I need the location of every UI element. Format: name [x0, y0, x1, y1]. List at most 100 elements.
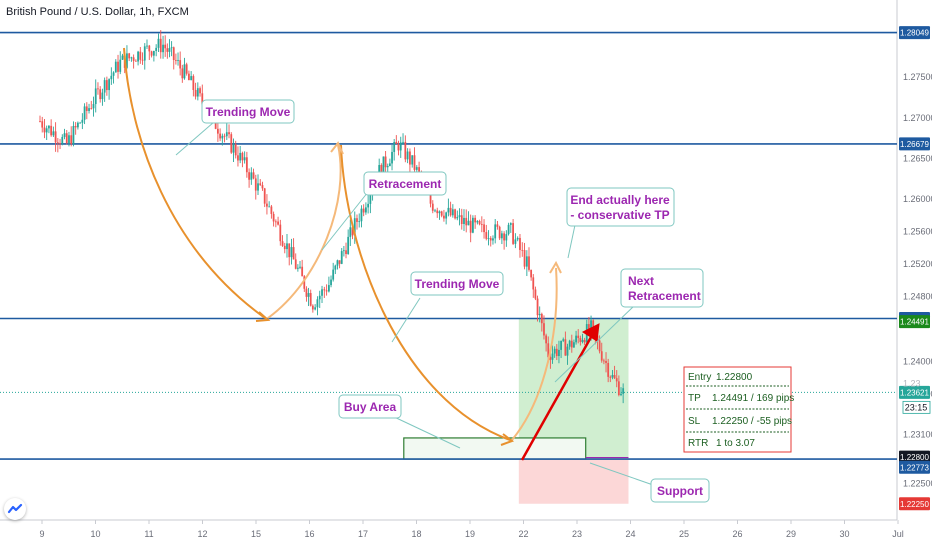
partial-tick-label: 1.23 [903, 378, 921, 388]
price-tick-label: 1.24000 [903, 357, 932, 367]
leader-retracement [321, 191, 369, 251]
candle-body [519, 237, 521, 250]
candle-body [402, 141, 404, 143]
candle-body [97, 88, 99, 90]
price-tick-label: 1.27000 [903, 113, 932, 123]
candle-body [192, 76, 195, 91]
candle-body [183, 64, 186, 79]
candle-body [68, 135, 70, 143]
candle-body [188, 73, 190, 81]
callout-next-retracement[interactable]: Next Retracement [620, 268, 704, 308]
leader-trending-2 [391, 297, 421, 343]
time-tick-label: 26 [732, 529, 742, 539]
callout-trending-move-2[interactable]: Trending Move [410, 271, 504, 296]
candle-body [440, 211, 443, 216]
candle-body [458, 215, 461, 217]
candle-body [615, 378, 618, 382]
logo-mark [7, 503, 23, 514]
sl-value: 1.22250 / -55 pips [712, 416, 792, 427]
candle-body [551, 353, 554, 360]
candle-body [609, 376, 612, 378]
candle-body [174, 59, 177, 61]
candle-body [88, 108, 90, 111]
price-tags: 1.280491.266791.245301.244911.236211.228… [899, 26, 930, 511]
candle-body [579, 338, 582, 342]
candle-body [318, 295, 321, 300]
leader-support [589, 462, 657, 487]
candle-body [602, 360, 605, 362]
candle-body [334, 265, 337, 270]
price-tag-label: 1.22250 [900, 500, 929, 509]
callout-trending-move-1[interactable]: Trending Move [201, 99, 295, 124]
candle-body [323, 289, 326, 291]
price-tag-label: 1.28049 [900, 29, 929, 38]
candle-body [380, 165, 383, 178]
candle-body [494, 224, 497, 239]
callout-end-actually[interactable]: End actually here - conservative TP [566, 187, 675, 227]
candle-body [469, 220, 472, 233]
candle-body [232, 144, 235, 153]
candle-body [288, 243, 291, 258]
time-tick-label: 19 [465, 529, 475, 539]
candle-body [54, 131, 57, 143]
candle-body [41, 121, 44, 128]
candle-body [530, 269, 533, 278]
candle-body [489, 238, 492, 241]
candle-body [540, 313, 543, 324]
candle-body [39, 121, 41, 122]
candle-body [143, 46, 146, 61]
candle-body [465, 217, 468, 226]
candle-body [588, 324, 590, 332]
callout-support[interactable]: Support [650, 478, 710, 503]
leader-buy [389, 414, 461, 449]
candle-body [382, 156, 385, 178]
candle-body [487, 238, 490, 239]
price-tag-label: 1.23621 [900, 388, 929, 397]
candle-body [314, 307, 317, 310]
candle-body [266, 203, 268, 207]
candle-body [137, 51, 139, 62]
candle-body [330, 279, 332, 286]
candle-body [283, 245, 286, 250]
candle-body [472, 217, 474, 233]
candle-body [349, 227, 352, 237]
candle-body [451, 209, 454, 216]
candle-body [613, 375, 616, 379]
candle-body [485, 232, 488, 239]
candle-body [467, 220, 470, 226]
callout-buy-area[interactable]: Buy Area [338, 394, 402, 419]
candle-body [237, 155, 239, 161]
trade-info-box[interactable]: Entry 1.22800 TP 1.24491 / 169 pips SL 1… [683, 366, 794, 453]
candle-body [59, 143, 61, 144]
candle-body [274, 221, 277, 223]
candle-body [185, 64, 188, 74]
candle-body [607, 362, 610, 377]
candle-body [168, 48, 171, 52]
candle-body [72, 125, 75, 145]
candle-body [538, 313, 541, 316]
tradingview-logo-icon[interactable] [4, 498, 26, 520]
candle-body [456, 216, 459, 219]
candle-body [367, 203, 370, 208]
candle-body [617, 381, 620, 396]
price-tick-label: 1.24800 [903, 292, 932, 302]
callout-retracement[interactable]: Retracement [363, 171, 447, 196]
candle-body [568, 340, 571, 347]
candle-body [399, 142, 402, 151]
candle-body [130, 57, 133, 59]
callout-text-line2: - conservative TP [570, 208, 669, 222]
time-tick-label: 23 [572, 529, 582, 539]
candle-body [512, 223, 514, 244]
time-ticks: 9 10 11 12 15 16 17 18 19 22 23 24 25 26 29 30 Jul [39, 520, 904, 539]
candle-body [94, 88, 97, 105]
candle-body [250, 172, 253, 180]
candle-body [316, 299, 319, 308]
candle-body [152, 50, 155, 56]
price-tag-blue [899, 460, 930, 474]
candle-body [562, 339, 565, 341]
candle-body [463, 217, 465, 225]
price-axis[interactable] [897, 0, 932, 520]
candle-body [600, 351, 603, 361]
candle-body [43, 127, 46, 133]
